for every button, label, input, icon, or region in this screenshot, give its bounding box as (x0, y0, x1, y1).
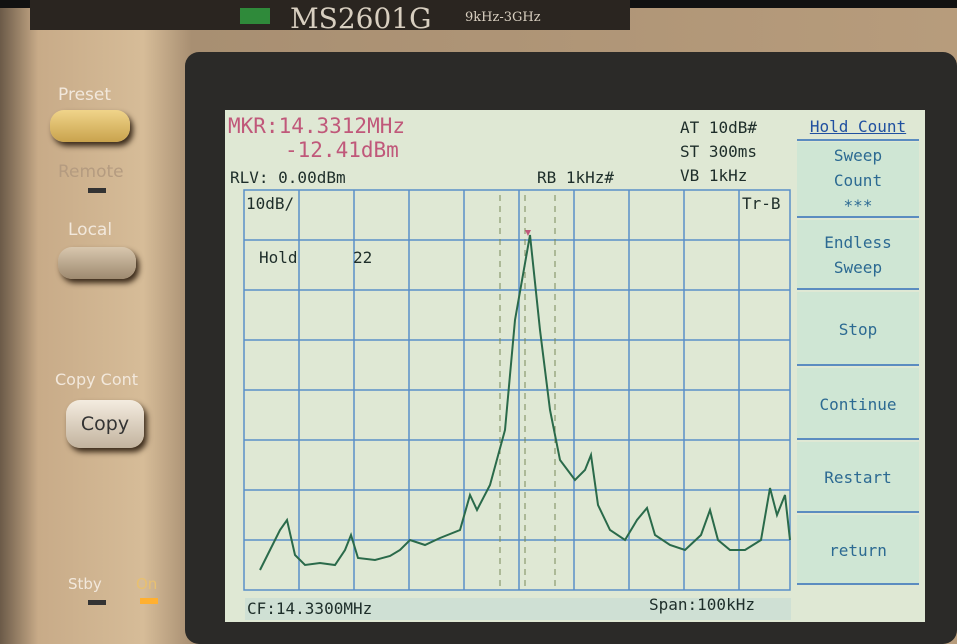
label: On (136, 575, 158, 593)
label: Preset (58, 85, 112, 105)
softkey-line: return (829, 540, 887, 560)
marker (525, 230, 531, 236)
softkey[interactable]: Stop (797, 292, 919, 366)
local-button[interactable] (58, 247, 136, 279)
marker-level: -12.41dBm (285, 138, 399, 162)
softkey[interactable]: Sweep Count *** (797, 142, 919, 218)
copy-button[interactable]: Copy (66, 400, 144, 448)
ref-level: RLV: 0.00dBm (230, 168, 346, 187)
atten: AT 10dB# (680, 118, 758, 137)
span: Span:100kHz (649, 595, 755, 614)
marker-freq: MKR:14.3312MHz (228, 114, 406, 138)
lcd: MKR:14.3312MHz -12.41dBm RLV: 0.00dBm RB… (225, 110, 925, 622)
rbw: RB 1kHz# (537, 168, 615, 187)
led (88, 600, 106, 605)
graticule (243, 189, 791, 591)
softkey-line: Sweep (833, 145, 883, 165)
logo-bar (240, 8, 270, 24)
softkey[interactable]: Endless Sweep (797, 220, 919, 290)
label: Stby (68, 575, 102, 593)
softkey-line: Stop (838, 319, 878, 339)
led (88, 188, 106, 193)
range: 9kHz-3GHz (465, 10, 541, 25)
trace (259, 234, 791, 571)
led (140, 598, 158, 604)
preset-button[interactable] (50, 110, 130, 142)
center-freq: CF:14.3300MHz (247, 599, 373, 618)
vbw: VB 1kHz (680, 166, 748, 185)
softkey-line: Continue (819, 394, 897, 414)
trace-label: Tr-B (742, 194, 781, 213)
softkey-line: *** (843, 195, 873, 215)
grid (243, 189, 791, 591)
scale: 10dB/ (246, 194, 295, 213)
softkey-line: Sweep (833, 258, 883, 277)
label: Local (68, 220, 113, 240)
brand-strip (30, 0, 630, 30)
sweep-time: ST 300ms (680, 142, 758, 161)
softkey-header: Hold Count (797, 114, 919, 141)
hold-label: Hold (259, 248, 298, 267)
label: Remote (58, 162, 124, 182)
softkey-line: Restart (824, 468, 892, 487)
label: Copy Cont (55, 370, 139, 389)
hold-count: 22 (353, 248, 373, 267)
model: MS2601G (290, 2, 432, 35)
softkey-line: Endless (824, 233, 892, 252)
softkey[interactable]: Restart (797, 442, 919, 513)
softkey-line: Count (833, 170, 883, 190)
softkey[interactable]: return (797, 515, 919, 585)
softkey[interactable]: Continue (797, 368, 919, 440)
